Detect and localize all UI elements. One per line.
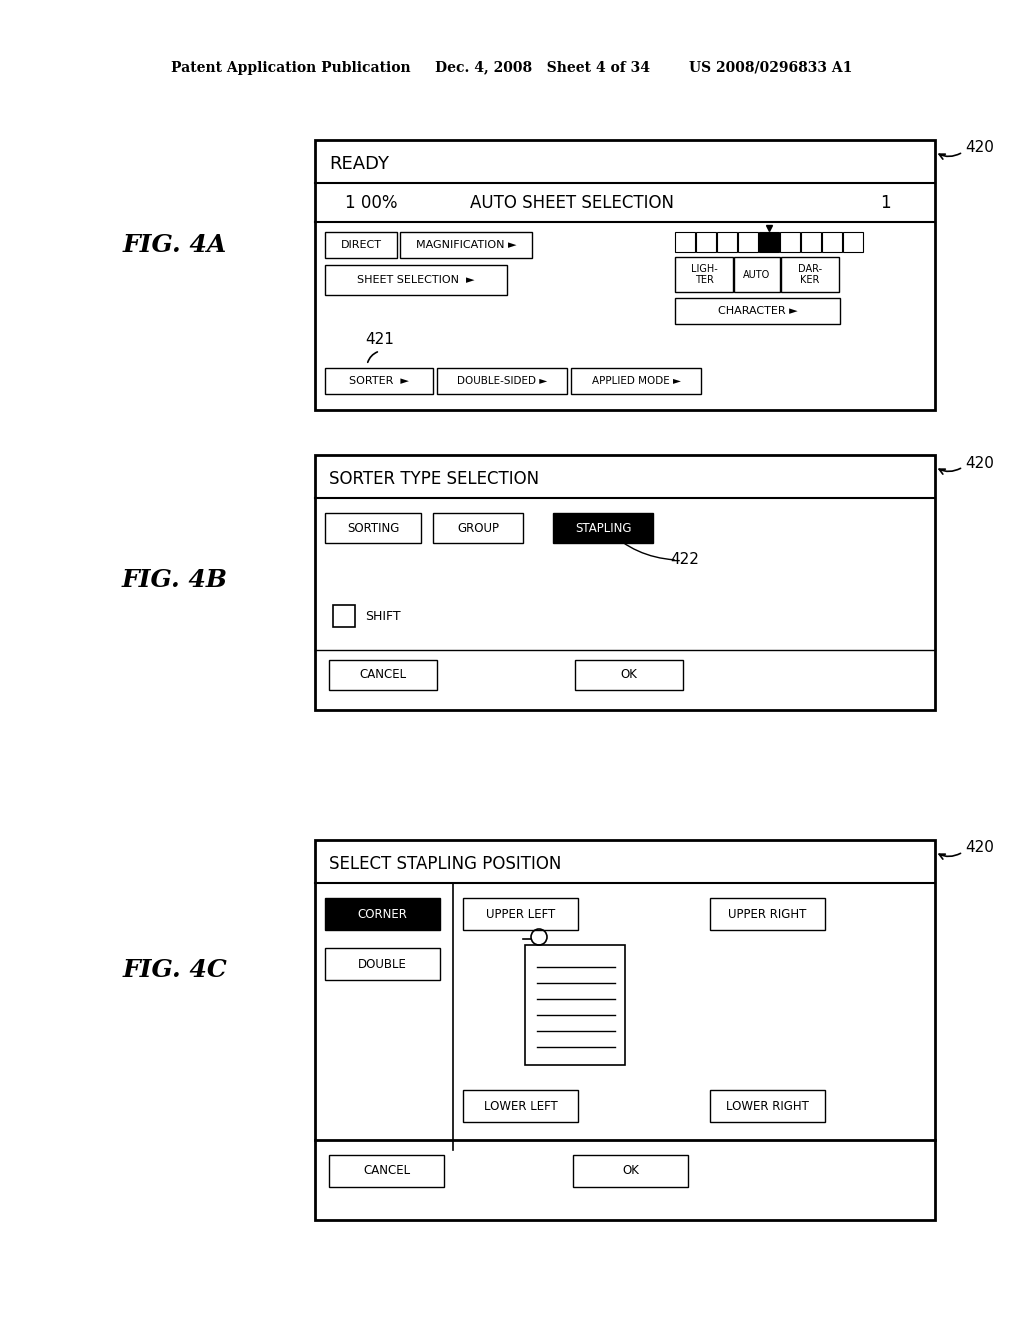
Text: 1 00%: 1 00%: [345, 194, 397, 213]
Text: LIGH-
TER: LIGH- TER: [690, 264, 718, 285]
Bar: [573, 1155, 688, 1187]
Text: FIG. 4C: FIG. 4C: [123, 958, 227, 982]
Bar: [315, 455, 935, 710]
Bar: [675, 257, 733, 292]
Text: OK: OK: [622, 1164, 639, 1177]
Text: LOWER RIGHT: LOWER RIGHT: [726, 1100, 809, 1113]
Text: SELECT STAPLING POSITION: SELECT STAPLING POSITION: [329, 855, 561, 873]
Text: CANCEL: CANCEL: [362, 1164, 410, 1177]
Bar: [553, 513, 653, 543]
Bar: [575, 660, 683, 690]
Text: CANCEL: CANCEL: [359, 668, 407, 681]
Text: DAR-
KER: DAR- KER: [798, 264, 822, 285]
Bar: [329, 1155, 444, 1187]
Text: 1: 1: [880, 194, 891, 213]
Bar: [437, 368, 567, 393]
Bar: [315, 840, 935, 1220]
Bar: [325, 368, 433, 393]
Text: FIG. 4B: FIG. 4B: [122, 568, 228, 591]
Text: STAPLING: STAPLING: [574, 521, 631, 535]
Text: SORTER TYPE SELECTION: SORTER TYPE SELECTION: [329, 470, 539, 488]
Bar: [333, 605, 355, 627]
Bar: [675, 232, 695, 252]
Text: SHEET SELECTION  ►: SHEET SELECTION ►: [357, 275, 475, 285]
Bar: [571, 368, 701, 393]
Text: CORNER: CORNER: [357, 908, 408, 920]
Text: LOWER LEFT: LOWER LEFT: [483, 1100, 557, 1113]
Bar: [710, 898, 825, 931]
Text: 422: 422: [671, 553, 699, 568]
Text: 420: 420: [965, 841, 994, 855]
Bar: [463, 898, 578, 931]
Text: FIG. 4A: FIG. 4A: [123, 234, 227, 257]
Bar: [325, 513, 421, 543]
Bar: [525, 945, 625, 1065]
Bar: [325, 232, 397, 257]
Text: DOUBLE-SIDED ►: DOUBLE-SIDED ►: [457, 376, 547, 385]
Bar: [780, 232, 800, 252]
Text: 420: 420: [965, 140, 994, 156]
Bar: [325, 898, 440, 931]
Text: 421: 421: [366, 333, 394, 347]
Text: 420: 420: [965, 455, 994, 470]
Bar: [822, 232, 842, 252]
Bar: [696, 232, 716, 252]
Text: READY: READY: [329, 154, 389, 173]
Text: SHIFT: SHIFT: [365, 610, 400, 623]
Bar: [734, 257, 780, 292]
Bar: [325, 948, 440, 979]
Text: UPPER RIGHT: UPPER RIGHT: [728, 908, 807, 920]
Bar: [463, 1090, 578, 1122]
Bar: [675, 298, 840, 323]
Bar: [843, 232, 863, 252]
Bar: [781, 257, 839, 292]
Bar: [325, 265, 507, 294]
Text: APPLIED MODE ►: APPLIED MODE ►: [592, 376, 681, 385]
Text: UPPER LEFT: UPPER LEFT: [485, 908, 555, 920]
Text: SORTING: SORTING: [347, 521, 399, 535]
Text: DIRECT: DIRECT: [341, 240, 382, 249]
Bar: [717, 232, 737, 252]
Bar: [801, 232, 821, 252]
Bar: [433, 513, 523, 543]
Text: MAGNIFICATION ►: MAGNIFICATION ►: [416, 240, 516, 249]
Text: AUTO: AUTO: [743, 269, 771, 280]
Bar: [315, 140, 935, 411]
Text: OK: OK: [621, 668, 637, 681]
Text: DOUBLE: DOUBLE: [358, 957, 407, 970]
Bar: [329, 660, 437, 690]
Text: Patent Application Publication     Dec. 4, 2008   Sheet 4 of 34        US 2008/0: Patent Application Publication Dec. 4, 2…: [171, 61, 853, 75]
Bar: [759, 232, 779, 252]
Text: GROUP: GROUP: [457, 521, 499, 535]
Bar: [710, 1090, 825, 1122]
Text: AUTO SHEET SELECTION: AUTO SHEET SELECTION: [470, 194, 674, 213]
Bar: [400, 232, 532, 257]
Bar: [738, 232, 758, 252]
Text: SORTER  ►: SORTER ►: [349, 376, 409, 385]
Text: CHARACTER ►: CHARACTER ►: [718, 306, 798, 315]
